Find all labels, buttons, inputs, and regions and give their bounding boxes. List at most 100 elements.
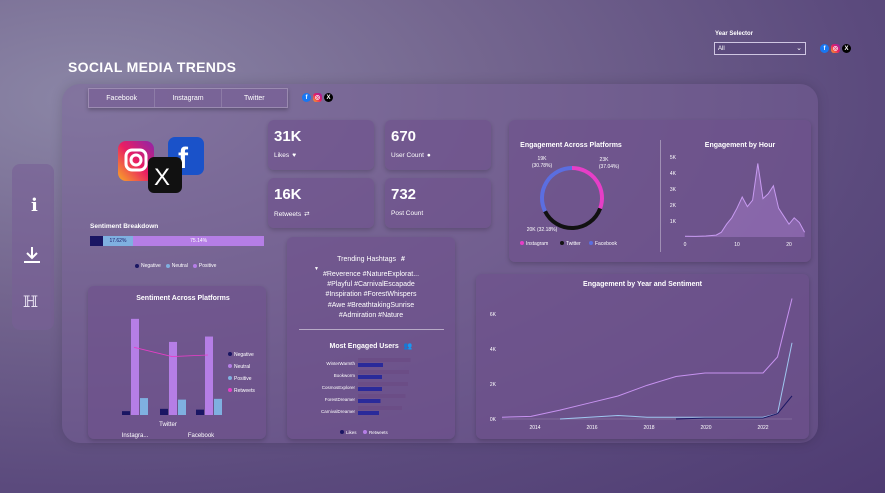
legend-dot-retweets (363, 430, 367, 434)
kpi-likes-card[interactable]: 31K Likes ♥ (268, 120, 374, 170)
y-tick: 4K (490, 347, 497, 353)
likes-bar (358, 370, 409, 374)
engagement-platforms-donut[interactable]: 19K (30.78%) 23K (37.04%) 20K (32.18%) I… (512, 150, 652, 250)
hashtags-users-card (287, 237, 455, 439)
y-tick: 2K (670, 203, 677, 209)
legend-facebook: Facebook (595, 241, 617, 247)
bar-negative (160, 408, 168, 415)
tab-social-icons: f ◎ X (302, 93, 333, 102)
page-title: SOCIAL MEDIA TRENDS (68, 59, 237, 75)
hashtag-line: #Playful #CarnivalEscapade (327, 281, 415, 289)
likes-bar (358, 382, 408, 386)
bar-positive (140, 398, 148, 415)
platform-tabs: Facebook Instagram Twitter (88, 88, 288, 108)
brand-logo: ℍ (23, 292, 39, 311)
tab-facebook[interactable]: Facebook (89, 89, 156, 107)
engaged-users-title-row: Most Engaged Users 👥 (287, 342, 455, 350)
kpi-likes-label-row: Likes ♥ (274, 152, 297, 159)
instagram-icon[interactable]: ◎ (831, 44, 840, 53)
kpi-retweets-card[interactable]: 16K Retweets ⇄ (268, 178, 374, 228)
y-tick: 4K (670, 171, 677, 177)
kpi-post-count-label-row: Post Count (391, 210, 424, 217)
legend-dot-neutral (228, 364, 232, 368)
year-sentiment-chart[interactable]: 6K 4K 2K 0K 2014 2016 2018 2020 2022 (480, 290, 806, 436)
hashtag-icon: # (400, 256, 405, 263)
x-tick: 0 (684, 242, 687, 248)
bar-positive (178, 399, 186, 415)
x-tick: 2018 (643, 425, 654, 431)
user-label: Bookworm (334, 373, 356, 378)
year-selector-label: Year Selector (715, 31, 754, 37)
download-icon[interactable] (22, 245, 42, 265)
year-selector-value: All (718, 45, 725, 52)
tab-twitter[interactable]: Twitter (244, 94, 265, 102)
sentiment-platforms-title: Sentiment Across Platforms (136, 295, 230, 302)
x-tick: 2020 (700, 425, 711, 431)
y-tick: 1K (670, 219, 677, 225)
donut-label-instagram: 19K (538, 156, 548, 162)
divider (299, 329, 444, 330)
legend-dot-twitter (560, 241, 564, 245)
legend-dot-instagram (520, 241, 524, 245)
engagement-card (509, 120, 811, 262)
hour-line (684, 163, 806, 237)
hashtag-line: #Awe #BreathtakingSunrise (327, 301, 415, 309)
user-label: ForestDreamer (325, 397, 356, 402)
y-tick: 3K (670, 187, 677, 193)
kpi-likes-value: 31K (274, 128, 302, 145)
user-icon: ● (426, 152, 431, 159)
bar-neutral (205, 336, 213, 415)
chevron-down-icon: ⌄ (796, 45, 802, 52)
segment-positive: 75.14% (133, 236, 264, 246)
kpi-user-count-label-row: User Count ● (391, 152, 431, 159)
x-icon[interactable]: X (324, 93, 333, 102)
y-tick: 6K (490, 312, 497, 318)
heart-icon: ♥ (292, 152, 297, 159)
y-tick: 2K (490, 382, 497, 388)
sentiment-breakdown-title: Sentiment Breakdown (90, 223, 159, 230)
segment-positive-label: 75.14% (190, 238, 208, 244)
bar-positive (214, 398, 222, 415)
instagram-icon[interactable]: ◎ (313, 93, 322, 102)
sentiment-breakdown-bar[interactable]: 17.62% 75.14% (90, 236, 264, 246)
facebook-icon[interactable]: f (302, 93, 311, 102)
retweet-icon: ⇄ (304, 211, 310, 218)
retweets-bar (358, 375, 382, 379)
year-selector-dropdown[interactable]: All ⌄ (714, 42, 806, 55)
sentiment-platforms-chart[interactable]: Negative Neutral Positive Retweets Insta… (90, 305, 266, 439)
series-neutral (559, 342, 793, 420)
kpi-post-count-card[interactable]: 732 Post Count (385, 178, 491, 228)
year-sentiment-title: Engagement by Year and Sentiment (583, 281, 702, 288)
user-label: CarnivalDreamer (321, 409, 356, 414)
x-tick: Twitter (159, 422, 177, 428)
x-tick: 10 (734, 242, 740, 248)
donut-label-twitter-pct: (37.04%) (599, 164, 620, 170)
legend-likes: Likes (346, 430, 357, 435)
hashtags-title-row: Trending Hashtags # (287, 256, 455, 263)
x-tick: 2016 (586, 425, 597, 431)
y-tick: 0K (490, 417, 497, 423)
legend-negative: Negative (234, 352, 254, 358)
hashtags-title: Trending Hashtags (337, 256, 397, 263)
facebook-icon[interactable]: f (820, 44, 829, 53)
retweets-bar (358, 411, 379, 415)
info-icon[interactable]: i (31, 195, 38, 216)
hashtags-list: #Reverence #NatureExplorat... #Playful #… (287, 270, 455, 321)
engaged-users-chart[interactable]: WinterWarmth Bookworm CosmosExplorer For… (290, 352, 450, 438)
legend-retweets: Retweets (369, 430, 389, 435)
series-negative (675, 395, 793, 420)
tab-instagram[interactable]: Instagram (155, 89, 222, 107)
legend-item: Neutral (165, 263, 188, 269)
caret-down-icon[interactable]: ▼ (314, 266, 319, 272)
kpi-post-count-value: 732 (391, 186, 417, 203)
bar-negative (122, 411, 130, 415)
engaged-users-title: Most Engaged Users (329, 343, 399, 350)
likes-bar (358, 358, 411, 362)
legend-item: Negative (135, 263, 161, 269)
engagement-hour-chart[interactable]: 5K 4K 3K 2K 1K 0 10 20 (664, 150, 809, 250)
x-icon[interactable]: X (842, 44, 851, 53)
donut-slice-instagram (571, 166, 604, 210)
x-tick: 2022 (757, 425, 768, 431)
kpi-user-count-card[interactable]: 670 User Count ● (385, 120, 491, 170)
bar-neutral (131, 318, 139, 415)
